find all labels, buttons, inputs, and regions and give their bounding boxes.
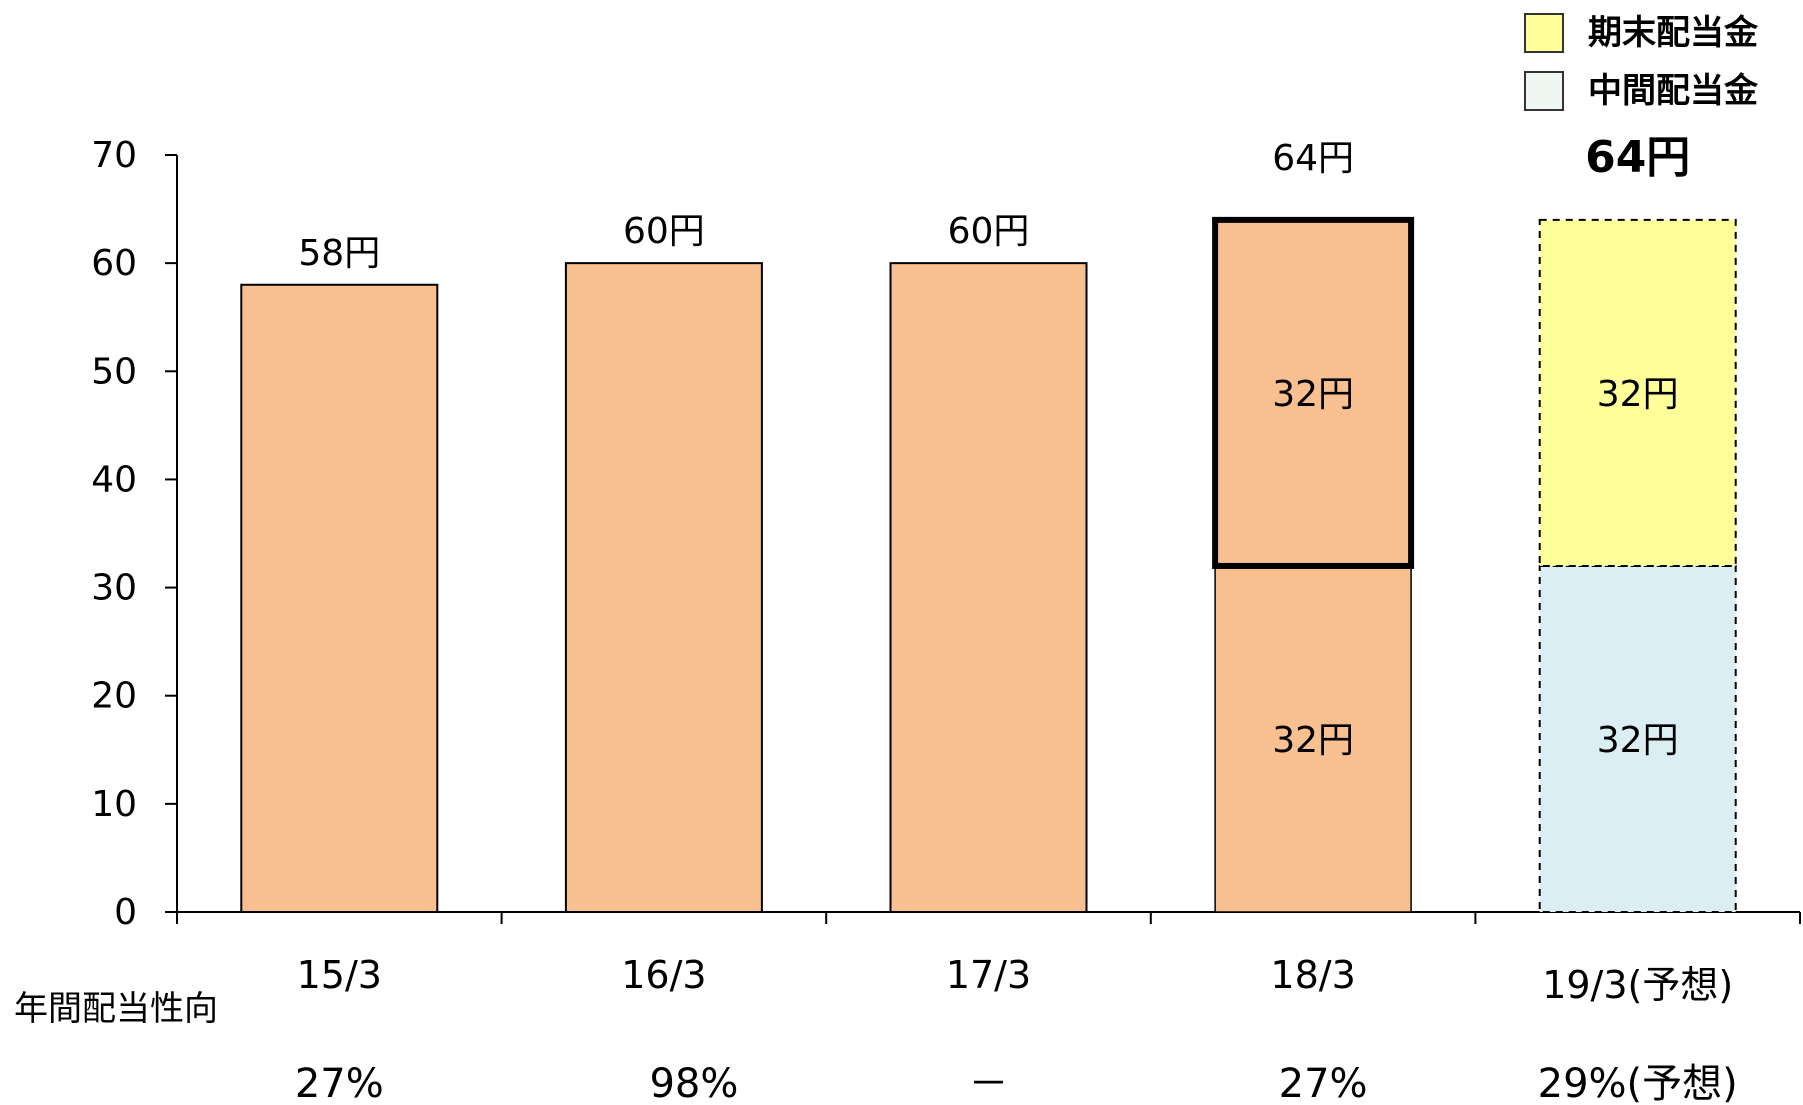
legend-swatch	[1524, 13, 1564, 53]
y-tick-label: 0	[114, 892, 137, 933]
labels: 58円 60円 60円 64円 64円 32円 32円 32円 32円 15/3 16/3 17/3 1…	[14, 132, 1738, 1105]
bar-total-label-forecast: 64円	[1585, 132, 1690, 183]
bar-total-label: 60円	[948, 211, 1030, 252]
payout-ratio-title: 年間配当性向	[14, 989, 218, 1029]
bar-total-label: 60円	[623, 211, 705, 252]
y-tick-label: 50	[91, 351, 137, 392]
payout-ratio-value: 98%	[649, 1061, 738, 1105]
bar	[240, 283, 439, 913]
x-category-label: 19/3(予想)	[1542, 963, 1733, 1007]
x-category-label: 17/3	[946, 953, 1031, 997]
y-tick-label: 70	[91, 135, 137, 176]
bar-total-label: 64円	[1272, 138, 1354, 179]
segment-label: 32円	[1597, 720, 1679, 761]
x-category-label: 15/3	[297, 953, 382, 997]
y-tick-label: 20	[91, 676, 137, 717]
y-tick-label: 30	[91, 568, 137, 609]
segment-label: 32円	[1272, 720, 1354, 761]
bar-total-label: 58円	[298, 233, 380, 274]
legend-swatch	[1524, 71, 1564, 111]
segment-label: 32円	[1597, 374, 1679, 415]
y-tick-label: 10	[91, 784, 137, 825]
y-tick-label: 60	[91, 243, 137, 284]
x-category-label: 16/3	[621, 953, 706, 997]
payout-ratio-value: 27%	[295, 1061, 384, 1105]
bars	[240, 216, 1737, 913]
segment-label: 32円	[1272, 374, 1354, 415]
x-category-label: 18/3	[1270, 953, 1355, 997]
legend-label: 中間配当金	[1588, 71, 1759, 111]
bar	[564, 262, 763, 913]
payout-ratio-value: －	[969, 1061, 1009, 1105]
payout-ratio-value: 27%	[1279, 1061, 1368, 1105]
bar-segment-final-forecast	[1538, 218, 1737, 567]
y-tick-label: 40	[91, 459, 137, 500]
bar-segment-interim-forecast	[1538, 564, 1737, 913]
payout-ratio-value: 29%(予想)	[1538, 1061, 1738, 1105]
bar-segment-final	[1212, 216, 1415, 569]
bar-segment-interim	[1214, 565, 1412, 913]
legend-label: 期末配当金	[1588, 13, 1759, 53]
bar	[889, 262, 1088, 913]
axes: 0 10 20 30 40 50 60 70	[91, 135, 1801, 933]
